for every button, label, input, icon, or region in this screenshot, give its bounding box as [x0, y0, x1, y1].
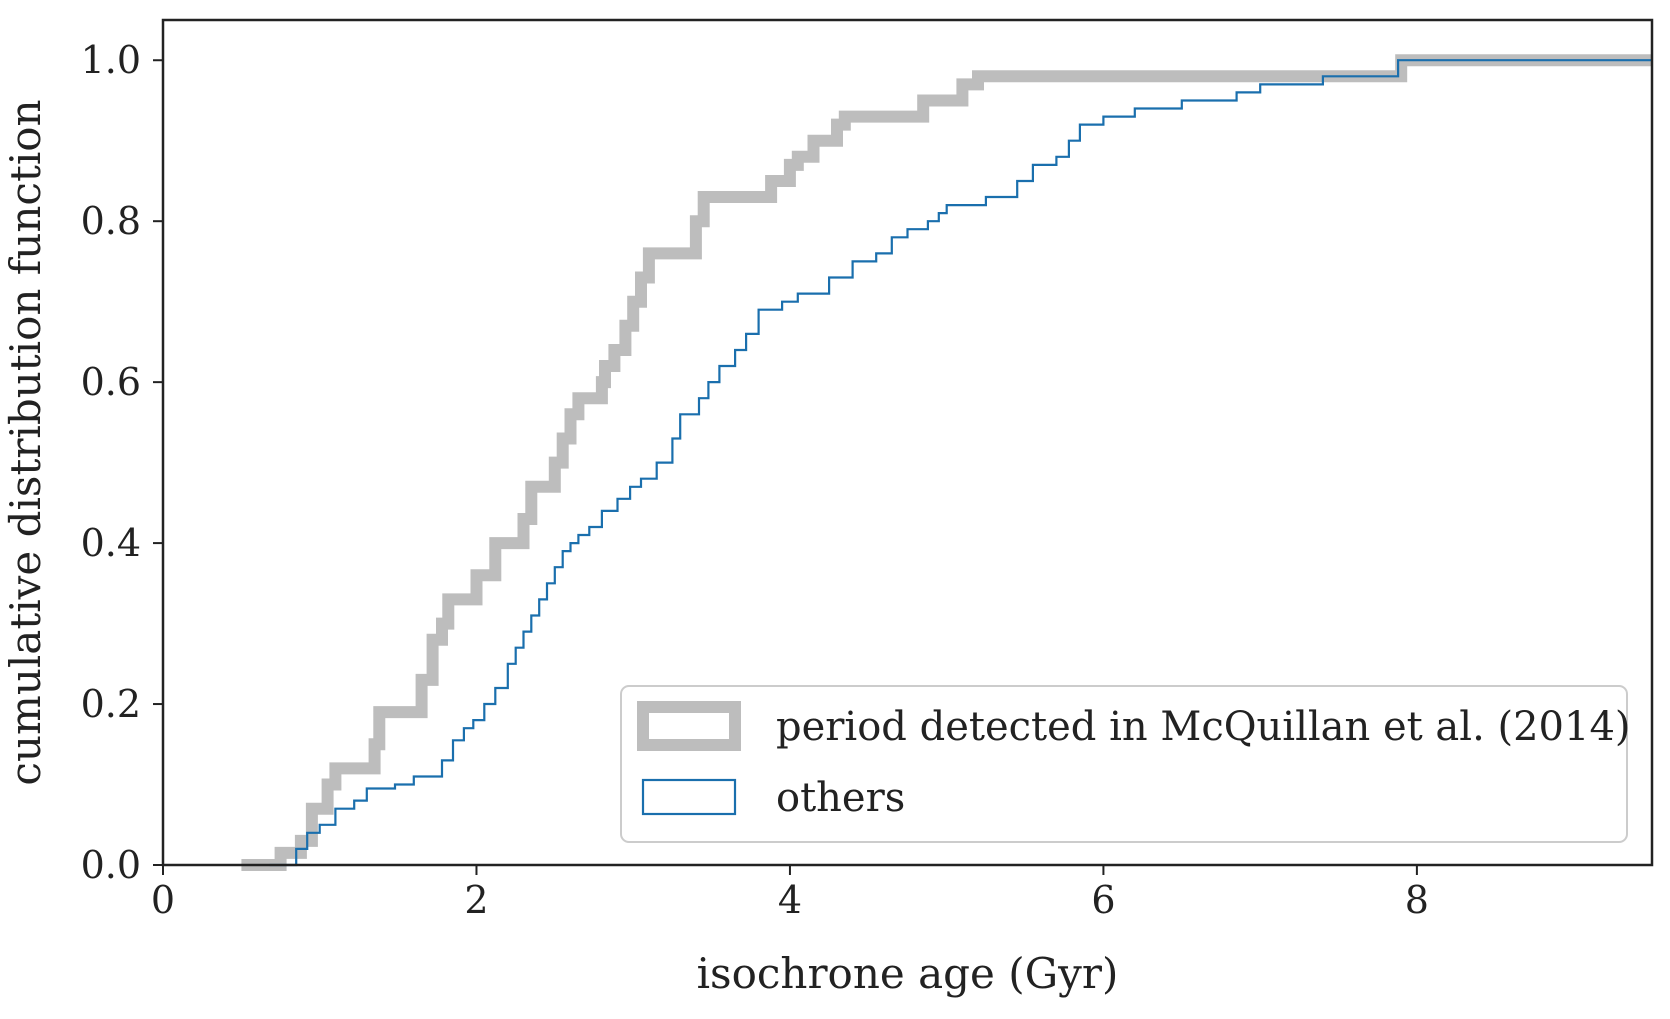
x-axis-label: isochrone age (Gyr): [697, 949, 1119, 998]
legend-swatch-others: [641, 778, 737, 816]
x-tick-label: 8: [1405, 878, 1429, 922]
series-line-0: [241, 54, 1652, 871]
x-tick-label: 2: [464, 878, 488, 922]
legend-label-mcquillan: period detected in McQuillan et al. (201…: [776, 704, 1631, 750]
x-tick-label: 6: [1091, 878, 1115, 922]
series-line-1: [269, 59, 1652, 867]
y-tick-label: 0.2: [81, 682, 141, 726]
legend-box: [620, 685, 1628, 843]
y-tick-label: 0.4: [81, 521, 141, 565]
y-tick-label: 1.0: [81, 38, 141, 82]
x-tick-label: 0: [151, 878, 175, 922]
y-tick-label: 0.0: [81, 843, 141, 887]
x-tick-label: 4: [778, 878, 802, 922]
legend: period detected in McQuillan et al. (201…: [620, 685, 1631, 843]
legend-swatch-mcquillan: [637, 701, 741, 751]
y-axis-label: cumulative distribution function: [1, 99, 50, 785]
y-tick-label: 0.8: [81, 199, 141, 243]
y-axis-ticks: 0.0 0.2 0.4 0.6 0.8 1.0: [81, 38, 163, 887]
legend-label-others: others: [776, 775, 905, 821]
y-tick-label: 0.6: [81, 360, 141, 404]
series-layer: [241, 54, 1652, 871]
plot-frame: [161, 18, 1654, 867]
x-axis-ticks: 0 2 4 6 8: [151, 865, 1429, 922]
